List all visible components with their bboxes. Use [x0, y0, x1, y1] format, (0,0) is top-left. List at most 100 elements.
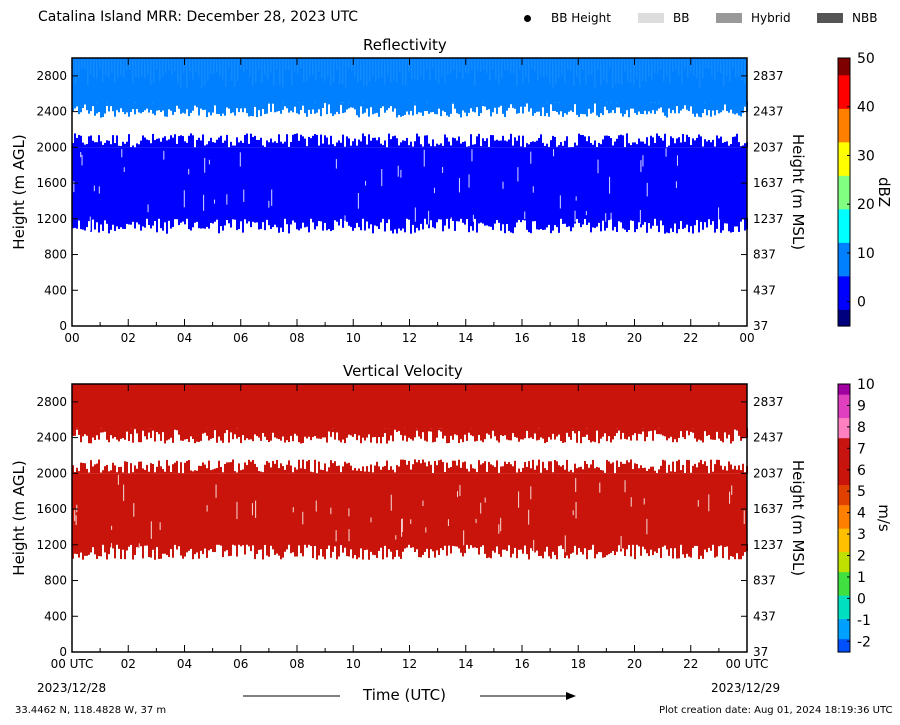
echo-edge-top — [242, 142, 244, 148]
echo-edge-top — [606, 135, 608, 148]
echo-edge-bottom — [320, 428, 322, 439]
echo-streak — [255, 60, 257, 82]
echo-edge-bottom — [452, 428, 454, 440]
echo-edge-bottom — [388, 427, 390, 429]
echo-edge-bottom — [554, 217, 556, 226]
colorbar-segment — [838, 440, 850, 445]
echo-gap — [163, 150, 165, 160]
echo-edge-bottom — [302, 217, 304, 223]
echo-edge-bottom — [666, 101, 668, 118]
echo-edge-top — [476, 472, 478, 474]
echo-edge-bottom — [162, 217, 164, 231]
echo-edge-bottom — [352, 217, 354, 231]
echo-edge-top — [300, 134, 302, 148]
echo-gap — [204, 157, 206, 173]
echo-edge-top — [670, 136, 672, 148]
echo-edge-top — [344, 146, 346, 148]
colorbar-tick-label: -2 — [857, 634, 871, 650]
echo-edge-top — [120, 146, 122, 148]
echo-edge-top — [126, 461, 128, 474]
echo-edge-bottom — [274, 543, 276, 555]
echo-streak — [711, 60, 713, 76]
echo-edge-bottom — [132, 428, 134, 437]
legend-swatch-bb — [638, 13, 664, 23]
echo-edge-bottom — [120, 428, 122, 439]
colorbar-segment — [838, 68, 850, 72]
echo-edge-bottom — [654, 427, 656, 430]
echo-streak — [204, 60, 206, 86]
echo-edge-top — [318, 145, 320, 148]
colorbar-segment — [838, 232, 850, 237]
echo-edge-bottom — [530, 428, 532, 436]
echo-edge-bottom — [532, 543, 534, 551]
echo-edge-bottom — [118, 217, 120, 230]
echo-edge-top — [80, 462, 82, 474]
echo-streak — [699, 60, 701, 88]
echo-edge-bottom — [640, 217, 642, 228]
echo-edge-bottom — [154, 428, 156, 432]
echo-edge-top — [430, 146, 432, 148]
echo-edge-bottom — [182, 102, 184, 113]
echo-edge-bottom — [454, 102, 456, 106]
echo-edge-bottom — [226, 102, 228, 105]
echo-edge-bottom — [426, 217, 428, 225]
echo-edge-bottom — [544, 428, 546, 431]
echo-edge-top — [610, 463, 612, 474]
echo-edge-bottom — [420, 217, 422, 224]
colorbar-segment — [838, 299, 850, 304]
echo-edge-bottom — [704, 428, 706, 432]
echo-edge-bottom — [554, 543, 556, 556]
echo-edge-bottom — [144, 217, 146, 228]
echo-edge-bottom — [226, 428, 228, 430]
echo-edge-bottom — [556, 217, 558, 228]
echo-edge-bottom — [244, 102, 246, 105]
echo-edge-bottom — [360, 428, 362, 437]
echo-edge-top — [650, 135, 652, 148]
echo-edge-bottom — [510, 101, 512, 104]
echo-edge-bottom — [222, 102, 224, 110]
echo-edge-top — [632, 469, 634, 474]
echo-edge-top — [440, 143, 442, 148]
echo-streak — [576, 60, 578, 77]
echo-edge-bottom — [282, 543, 284, 558]
echo-edge-bottom — [220, 101, 222, 117]
echo-gap — [93, 185, 95, 192]
echo-edge-bottom — [588, 101, 590, 109]
echo-edge-bottom — [644, 217, 646, 223]
y2-tick-label: 2037 — [753, 466, 784, 480]
echo-edge-bottom — [406, 102, 408, 108]
echo-edge-bottom — [654, 543, 656, 552]
echo-edge-bottom — [544, 543, 546, 552]
echo-streak — [567, 60, 569, 70]
echo-edge-bottom — [184, 217, 186, 225]
echo-edge-bottom — [106, 217, 108, 224]
echo-edge-bottom — [714, 101, 716, 116]
echo-edge-bottom — [708, 217, 710, 220]
echo-edge-bottom — [134, 428, 136, 430]
echo-edge-bottom — [606, 428, 608, 433]
echo-edge-bottom — [256, 428, 258, 437]
echo-edge-bottom — [416, 102, 418, 112]
echo-edge-bottom — [104, 428, 106, 432]
echo-edge-bottom — [160, 428, 162, 434]
echo-edge-top — [248, 459, 250, 474]
echo-edge-top — [612, 462, 614, 474]
echo-edge-top — [592, 459, 594, 474]
echo-edge-bottom — [358, 102, 360, 113]
echo-edge-bottom — [330, 428, 332, 437]
colorbar-segment — [838, 252, 850, 257]
echo-edge-bottom — [362, 102, 364, 114]
echo-streak — [588, 60, 590, 76]
echo-edge-bottom — [120, 543, 122, 560]
velocity-title: Vertical Velocity — [343, 362, 463, 380]
echo-edge-bottom — [698, 217, 700, 233]
echo-edge-bottom — [190, 102, 192, 113]
echo-streak — [165, 60, 167, 73]
echo-streak — [540, 60, 542, 76]
echo-edge-bottom — [160, 102, 162, 110]
echo-edge-bottom — [248, 217, 250, 222]
colorbar-segment — [838, 591, 850, 596]
echo-streak — [618, 60, 620, 84]
echo-edge-bottom — [504, 428, 506, 435]
echo-edge-bottom — [598, 102, 600, 105]
